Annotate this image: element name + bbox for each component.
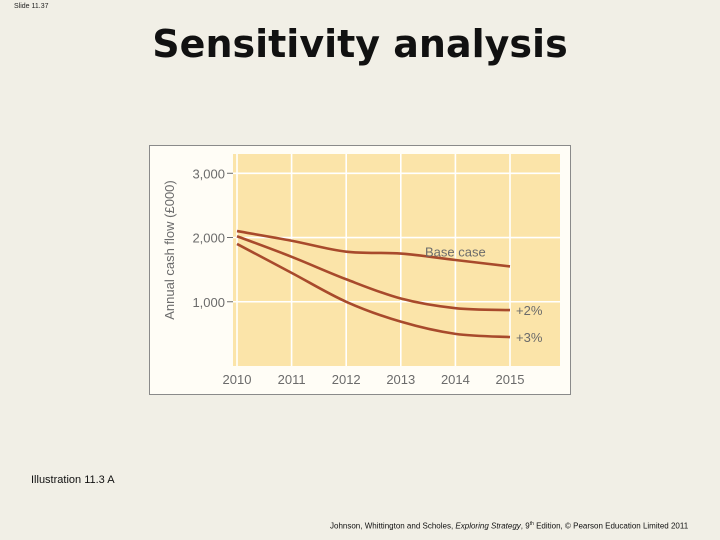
y-tick-label-0: 1,000 — [192, 295, 225, 310]
x-tick-label-2: 2012 — [332, 372, 361, 387]
x-tick-label-4: 2014 — [441, 372, 470, 387]
credit-edition-sup: th — [529, 521, 534, 527]
y-tick-label-2: 3,000 — [192, 166, 225, 181]
x-tick-label-1: 2011 — [278, 372, 306, 387]
plot-area — [233, 154, 560, 366]
y-tick-label-1: 2,000 — [192, 231, 225, 246]
credit-book-title: Exploring Strategy — [455, 521, 521, 531]
series-line-1 — [236, 235, 511, 312]
slide-number: Slide 11.37 — [14, 3, 49, 10]
illustration-caption: Illustration 11.3 A — [31, 474, 115, 486]
line-chart: 1,000 2,000 3,000 2010 2011 2012 2013 2014 2015 A… — [162, 154, 560, 387]
x-tick-label-5: 2015 — [496, 372, 525, 387]
page-title: Sensitivity analysis — [152, 22, 568, 66]
x-tick-label-0: 2010 — [223, 372, 252, 387]
series-line-0 — [236, 229, 511, 268]
series-label-1: +2% — [516, 303, 543, 318]
series-label-0: Base case — [425, 244, 486, 259]
series-line-2 — [236, 242, 511, 339]
figure-frame: 1,000 2,000 3,000 2010 2011 2012 2013 2014 2015 A… — [149, 145, 571, 395]
x-tick-label-3: 2013 — [386, 372, 415, 387]
credit-authors: Johnson, Whittington and Scholes, — [330, 521, 456, 531]
credit-edition-prefix: , 9 — [520, 521, 530, 531]
y-axis-label: Annual cash flow (£000) — [162, 180, 177, 319]
series-label-2: +3% — [516, 330, 543, 345]
credit-edition-suffix: Edition, © Pearson Education Limited 201… — [533, 521, 689, 531]
source-credit: Johnson, Whittington and Scholes, Explor… — [330, 521, 688, 531]
